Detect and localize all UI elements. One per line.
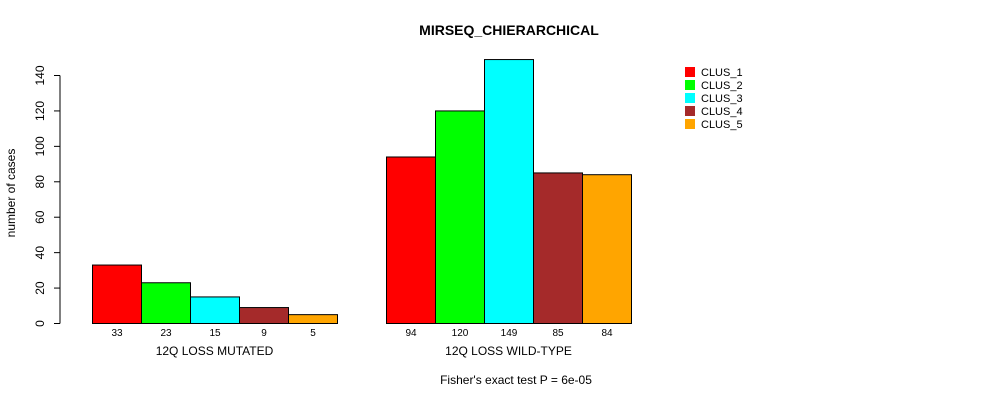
legend-label: CLUS_3 (701, 93, 743, 105)
y-tick-label: 40 (33, 246, 47, 260)
legend-swatch (685, 80, 695, 90)
y-tick-label: 140 (33, 65, 47, 85)
bar-clus-5 (288, 314, 338, 324)
bar-count-label: 5 (310, 328, 316, 339)
chart-title: MIRSEQ_CHIERARCHICAL (419, 22, 599, 38)
bars: 33 23 15 9 5 94 120 149 85 84 (92, 59, 632, 339)
y-tick-label: 80 (33, 175, 47, 189)
bar-clus-3 (484, 59, 534, 325)
bar-count-label: 84 (601, 328, 613, 339)
bar-count-label: 94 (405, 328, 417, 339)
bar-clus-4 (533, 172, 583, 324)
bar-clus-2 (435, 110, 485, 324)
legend-label: CLUS_2 (701, 80, 743, 92)
y-tick-label: 20 (33, 281, 47, 295)
group-label: 12Q LOSS WILD-TYPE (445, 344, 572, 358)
y-tick-label: 100 (33, 136, 47, 156)
bar-clus-1 (92, 264, 142, 324)
y-axis: 0 20 40 60 80 100 120 140 (33, 65, 61, 327)
legend-label: CLUS_1 (701, 67, 743, 79)
bar-count-label: 9 (261, 328, 267, 339)
group-label: 12Q LOSS MUTATED (156, 344, 274, 358)
legend-label: CLUS_4 (701, 106, 743, 118)
bar-clus-3 (190, 296, 240, 324)
bar-count-label: 149 (501, 328, 518, 339)
legend-swatch (685, 67, 695, 77)
group-labels: 12Q LOSS MUTATED 12Q LOSS WILD-TYPE (156, 344, 572, 358)
fisher-test-footnote: Fisher's exact test P = 6e-05 (440, 373, 592, 387)
bar-count-label: 85 (552, 328, 564, 339)
legend-swatch (685, 119, 695, 129)
bar-count-label: 23 (160, 328, 172, 339)
y-tick-label: 120 (33, 101, 47, 121)
y-tick-label: 0 (33, 320, 47, 327)
legend-swatch (685, 106, 695, 116)
bar-clus-5 (582, 174, 632, 324)
bar-count-label: 33 (111, 328, 123, 339)
bar-count-label: 15 (209, 328, 221, 339)
bar-clus-2 (141, 282, 191, 324)
bar-clus-4 (239, 307, 289, 324)
bar-count-label: 120 (452, 328, 469, 339)
y-tick-label: 60 (33, 210, 47, 224)
legend-swatch (685, 93, 695, 103)
legend-label: CLUS_5 (701, 119, 743, 131)
y-axis-label: number of cases (4, 149, 18, 238)
bar-clus-1 (386, 156, 436, 324)
